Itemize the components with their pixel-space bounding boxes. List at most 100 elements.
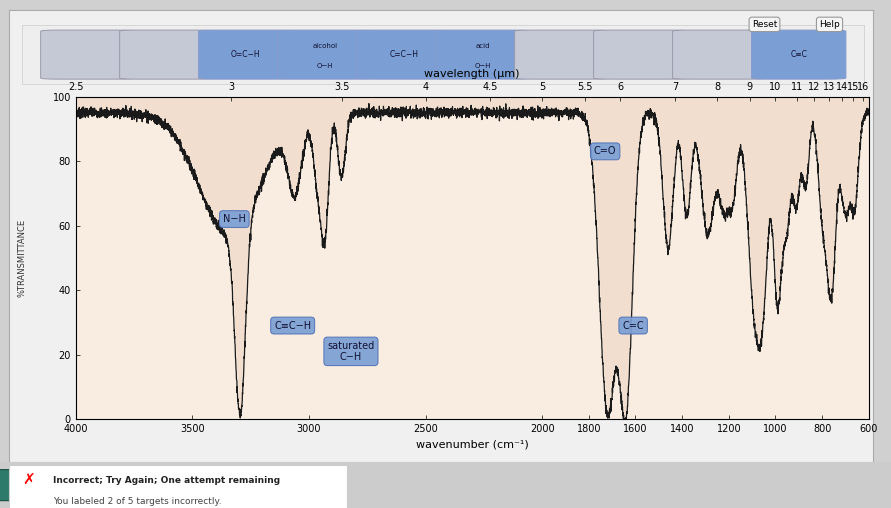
Bar [255,97,257,419]
Bar [535,97,536,419]
Bar [139,97,141,419]
FancyBboxPatch shape [515,30,609,79]
FancyBboxPatch shape [673,30,767,79]
Bar [606,97,608,419]
Bar [736,97,738,419]
Bar [117,97,119,419]
Bar [330,97,331,419]
Bar [221,97,223,419]
Bar [519,97,521,419]
Bar [714,97,715,419]
Bar [441,97,444,419]
Bar [337,97,339,419]
Bar [192,97,193,419]
Bar [386,97,388,419]
Bar [434,97,436,419]
Bar [393,97,395,419]
Bar [326,97,328,419]
Bar [625,97,626,419]
Bar [516,97,518,419]
Bar [650,97,652,419]
Bar [538,97,540,419]
Bar [763,97,764,419]
Bar [781,97,783,419]
Bar [281,97,282,419]
Bar [807,97,809,419]
Text: You labeled 2 of 5 targets incorrectly.: You labeled 2 of 5 targets incorrectly. [53,496,222,505]
Bar [468,97,470,419]
Bar [785,97,787,419]
Bar [543,97,544,419]
Bar [359,97,361,419]
Bar [446,97,447,419]
Bar [576,97,577,419]
Bar [804,97,805,419]
FancyBboxPatch shape [0,469,80,501]
Bar [512,97,514,419]
Bar [725,97,727,419]
Bar [405,97,406,419]
Text: Reset: Reset [752,20,777,29]
Bar [378,97,380,419]
Bar [195,97,197,419]
Bar [225,97,227,419]
Bar [412,97,413,419]
Bar [381,97,384,419]
Text: C=O: C=O [594,146,617,156]
Bar [598,97,600,419]
FancyBboxPatch shape [278,30,372,79]
Bar [755,97,756,419]
Bar [707,97,708,419]
Text: alcohol: alcohol [312,43,338,49]
Bar [740,97,742,419]
Bar [207,97,208,419]
Bar [180,97,182,419]
Bar [501,97,503,419]
Bar [143,97,144,419]
Bar [579,97,582,419]
Bar [87,97,89,419]
Bar [449,97,451,419]
Bar [814,97,816,419]
Bar [524,97,526,419]
Bar [777,97,779,419]
Bar [654,97,656,419]
Bar [98,97,100,419]
Bar [262,97,265,419]
Bar [497,97,499,419]
Bar [710,97,712,419]
Bar [464,97,466,419]
Bar [83,97,85,419]
Bar [113,97,115,419]
Bar [703,97,705,419]
Bar [560,97,563,419]
Text: O−H: O−H [316,64,333,69]
Bar [408,97,410,419]
Bar [584,97,585,419]
Bar [437,97,439,419]
Bar [789,97,790,419]
Bar [91,97,93,419]
Bar [647,97,649,419]
Bar [161,97,163,419]
FancyBboxPatch shape [119,30,214,79]
Bar [673,97,674,419]
Bar [494,97,495,419]
Bar [613,97,615,419]
Bar [729,97,731,419]
Bar [628,97,630,419]
Bar [318,97,320,419]
Bar [106,97,108,419]
Bar [565,97,567,419]
Bar [184,97,186,419]
Bar [169,97,171,419]
Bar [303,97,306,419]
Bar [680,97,683,419]
Bar [830,97,831,419]
Bar [128,97,130,419]
Bar [717,97,719,419]
Bar [217,97,219,419]
Bar [415,97,417,419]
Bar [658,97,659,419]
X-axis label: wavelength (μm): wavelength (μm) [424,70,520,79]
